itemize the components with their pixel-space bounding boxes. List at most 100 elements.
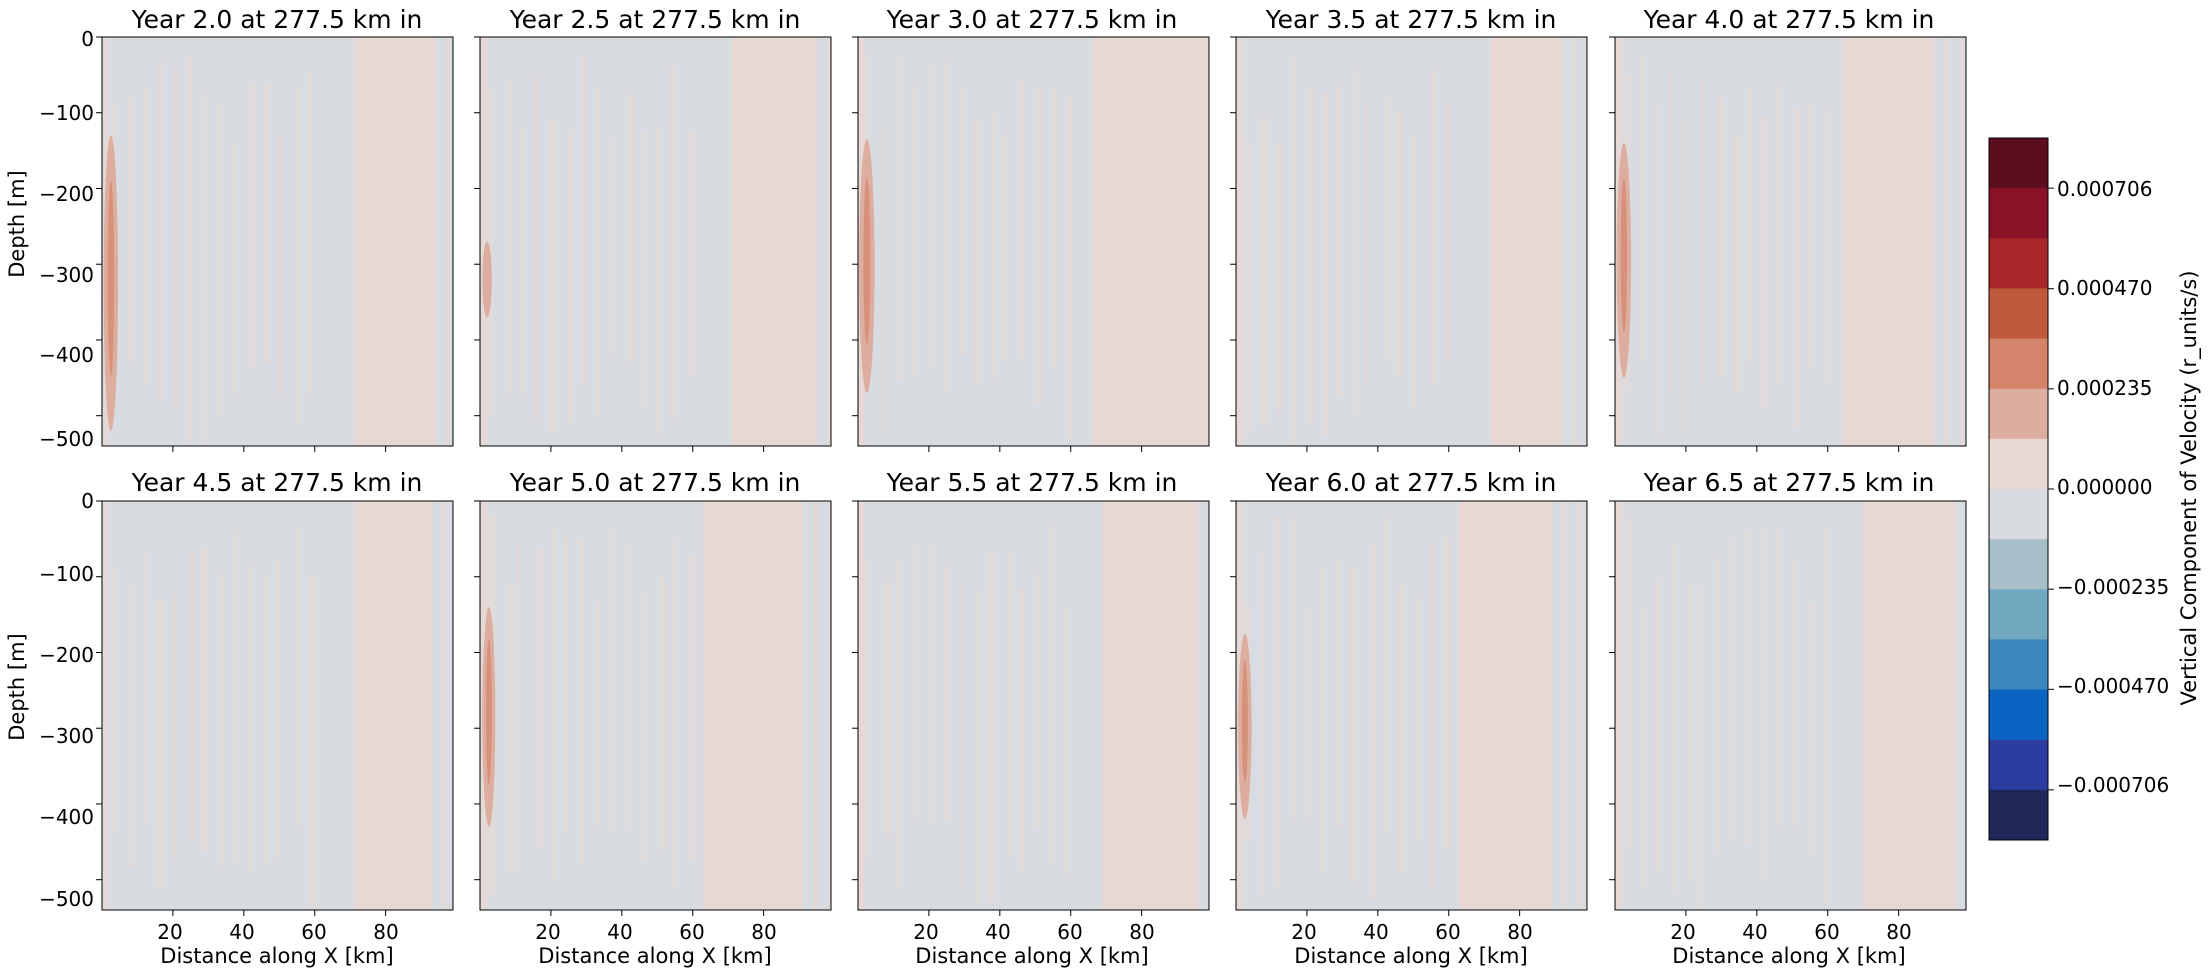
contour-stripe <box>443 501 447 910</box>
colorbar-tick-label: −0.000235 <box>2057 575 2169 599</box>
colorbar-level <box>1989 288 2048 340</box>
x-tick-label: 40 <box>985 920 1010 944</box>
contour-stripe <box>976 588 981 904</box>
contour-stripe <box>231 141 236 396</box>
colorbar-tick-label: 0.000235 <box>2057 376 2152 400</box>
contour-stripe <box>837 501 840 910</box>
colorbar-tick-label: −0.000706 <box>2057 773 2169 797</box>
contour-stripe <box>438 37 442 446</box>
contour-stripe <box>883 127 887 432</box>
contour-stripe <box>688 555 696 861</box>
contour-stripe <box>128 583 134 868</box>
positive-velocity-anomaly-core <box>485 639 492 785</box>
contour-stripe <box>911 84 916 377</box>
contour-stripe <box>1398 585 1405 873</box>
contour-stripe <box>1412 134 1417 410</box>
contour-stripe <box>821 501 825 910</box>
contour-stripe <box>1018 79 1024 358</box>
contour-stripe <box>1825 107 1830 386</box>
panel-frame <box>101 36 454 447</box>
y-tick-label: 0 <box>81 489 94 513</box>
contour-stripe <box>1415 597 1420 840</box>
contour-stripe <box>1305 606 1309 821</box>
contour-stripe <box>1761 525 1765 882</box>
panel-title-8: Year 5.5 at 277.5 km in <box>886 468 1178 497</box>
colorbar-level <box>1989 739 2048 791</box>
contour-stripe <box>1823 529 1829 902</box>
contour-stripe <box>1385 98 1390 359</box>
colorbar: 0.000706 0.000470 0.000235 0.000000 −0.0… <box>1988 137 2202 841</box>
colorbar-level <box>1989 438 2048 490</box>
contour-stripe <box>1260 116 1268 427</box>
contour-stripe <box>912 541 918 820</box>
panel-title-2: Year 2.5 at 277.5 km in <box>509 5 801 34</box>
contour-stripe <box>641 590 647 861</box>
contour-stripe <box>828 37 831 446</box>
x-tick-label: 40 <box>229 920 254 944</box>
contour-stripe <box>1446 103 1450 363</box>
contour-stripe <box>249 82 256 370</box>
contour-stripe <box>534 73 538 423</box>
contour-stripe <box>578 539 584 865</box>
contour-stripe <box>627 92 635 364</box>
x-tick-labels-col3: 20 40 60 80 <box>913 920 1154 944</box>
x-axis-label-col2: Distance along X [km] <box>538 944 771 968</box>
y-tick-label: 0 <box>81 27 94 51</box>
panel-title-3: Year 3.0 at 277.5 km in <box>886 5 1178 34</box>
contour-stripe <box>1716 556 1720 854</box>
contour-stripe <box>659 577 666 852</box>
contour-stripe <box>446 37 450 446</box>
contour-stripe <box>896 557 900 888</box>
contour-stripe <box>943 566 950 821</box>
contour-stripe <box>594 87 601 418</box>
colorbar-ticks <box>2048 187 2054 791</box>
contour-stripe <box>1261 552 1266 896</box>
contour-stripe <box>549 121 557 434</box>
contour-stripe <box>568 130 574 424</box>
contour-stripe <box>1220 37 1223 446</box>
contour-stripe <box>173 66 179 407</box>
x-tick-label: 20 <box>535 920 560 944</box>
contour-stripe <box>1717 96 1723 377</box>
contour-stripe <box>1335 559 1341 828</box>
contour-stripe <box>190 547 195 842</box>
contour-stripe <box>858 501 865 910</box>
contour-stripe <box>884 579 891 838</box>
x-axis-label-col5: Distance along X [km] <box>1672 944 1905 968</box>
x-tick-label: 60 <box>301 920 326 944</box>
x-tick-label: 80 <box>1129 920 1154 944</box>
contour-stripe <box>220 571 224 869</box>
contour-panel <box>1230 36 1600 452</box>
contour-stripe <box>1776 84 1780 385</box>
contour-stripe <box>836 37 839 446</box>
contour-stripe <box>1730 538 1735 842</box>
contour-panel <box>852 500 1210 916</box>
contour-stripe <box>1366 100 1370 384</box>
contour-stripe <box>1581 37 1585 446</box>
y-tick-label: −300 <box>39 263 94 287</box>
contour-stripe <box>276 560 280 861</box>
contour-stripe <box>641 131 647 409</box>
contour-stripe <box>1670 542 1677 893</box>
panel-title-7: Year 5.0 at 277.5 km in <box>509 468 801 497</box>
contour-stripe <box>158 59 163 401</box>
positive-velocity-band <box>1491 37 1563 446</box>
contour-panel <box>852 36 1223 452</box>
contour-stripe <box>1698 587 1703 910</box>
contour-stripe <box>186 56 194 441</box>
contour-stripe <box>865 561 870 858</box>
contour-stripe <box>1748 89 1753 363</box>
contour-stripe <box>1969 37 1972 446</box>
contour-stripe <box>1245 140 1251 436</box>
contour-stripe <box>1655 102 1659 437</box>
contour-stripe <box>519 128 525 397</box>
colorbar-levels <box>1988 137 2049 841</box>
contour-panel <box>96 36 454 452</box>
contour-stripe <box>102 501 109 910</box>
x-tick-label: 20 <box>1291 920 1316 944</box>
contour-panel <box>96 500 454 916</box>
contour-stripe <box>1018 588 1024 872</box>
contour-stripe <box>1639 54 1646 361</box>
contour-stripe <box>1597 37 1600 446</box>
contour-stripe <box>1291 59 1297 444</box>
